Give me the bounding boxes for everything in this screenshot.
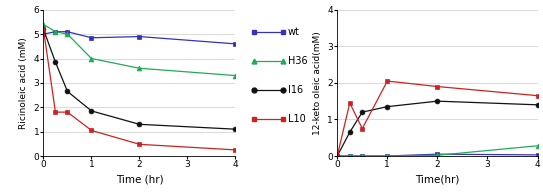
- Text: L10: L10: [288, 114, 306, 124]
- X-axis label: Time(hr): Time(hr): [415, 175, 459, 185]
- Text: I16: I16: [288, 85, 303, 95]
- Y-axis label: 12-keto oleic acid(mM): 12-keto oleic acid(mM): [313, 31, 322, 135]
- X-axis label: Time (hr): Time (hr): [116, 175, 163, 185]
- Text: H36: H36: [288, 56, 307, 66]
- Text: wt: wt: [288, 27, 300, 37]
- Y-axis label: Ricinoleic acid (mM): Ricinoleic acid (mM): [19, 37, 28, 129]
